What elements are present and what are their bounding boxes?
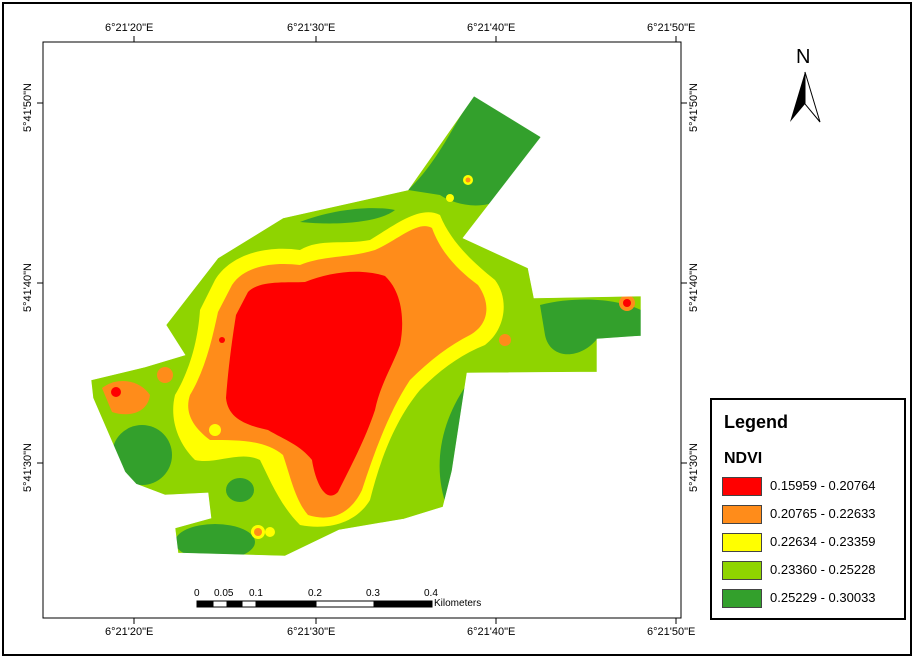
right-tick-label: 5°41'50"N <box>688 83 700 132</box>
aoi-boundary <box>90 95 642 557</box>
bottom-tick-label: 6°21'40"E <box>467 626 516 638</box>
bottom-tick-label: 6°21'50"E <box>647 626 696 638</box>
legend-label: 0.22634 - 0.23359 <box>770 534 876 549</box>
scale-bar <box>196 600 433 608</box>
scale-unit-label: Kilometers <box>434 598 482 609</box>
legend-label: 0.23360 - 0.25228 <box>770 562 876 577</box>
legend-title: Legend <box>724 412 789 432</box>
scale-tick-label: 0.4 <box>424 588 438 599</box>
ndvi-raster <box>91 96 641 556</box>
top-tick-label: 6°21'40"E <box>467 22 516 34</box>
left-tick-label: 5°41'30"N <box>22 443 34 492</box>
left-tick-label: 5°41'40"N <box>22 263 34 312</box>
scale-tick-label: 0.3 <box>366 588 380 599</box>
top-tick-label: 6°21'30"E <box>287 22 336 34</box>
bottom-tick-label: 6°21'30"E <box>287 626 336 638</box>
scale-tick-label: 0.1 <box>249 588 263 599</box>
north-label: N <box>796 46 811 68</box>
legend-subtitle: NDVI <box>724 450 763 467</box>
top-tick-label: 6°21'50"E <box>647 22 696 34</box>
legend-swatch <box>722 561 762 580</box>
graticule-ticks <box>37 36 687 624</box>
legend-label: 0.25229 - 0.30033 <box>770 590 876 605</box>
scale-tick-label: 0 <box>194 588 200 599</box>
legend-swatch <box>722 505 762 524</box>
left-tick-label: 5°41'50"N <box>22 83 34 132</box>
scale-tick-label: 0.05 <box>214 588 234 599</box>
legend-box: Legend NDVI 0.15959 - 0.20764 0.20765 - … <box>710 398 906 620</box>
map-neatline <box>42 41 682 619</box>
legend-swatch <box>722 477 762 496</box>
legend-label: 0.20765 - 0.22633 <box>770 506 876 521</box>
class-red <box>226 271 403 496</box>
scale-tick-label: 0.2 <box>308 588 322 599</box>
right-tick-label: 5°41'40"N <box>688 263 700 312</box>
north-arrow-icon <box>790 71 821 123</box>
right-tick-label: 5°41'30"N <box>688 443 700 492</box>
legend-label: 0.15959 - 0.20764 <box>770 478 876 493</box>
top-tick-label: 6°21'20"E <box>105 22 154 34</box>
legend-swatch <box>722 533 762 552</box>
bottom-tick-label: 6°21'20"E <box>105 626 154 638</box>
legend-swatch <box>722 589 762 608</box>
